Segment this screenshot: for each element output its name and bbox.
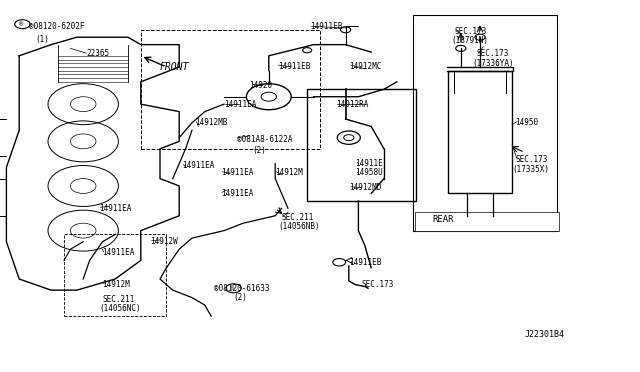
Bar xyxy=(415,212,559,231)
Text: ®081A8-6122A: ®081A8-6122A xyxy=(237,135,292,144)
Text: (18791N): (18791N) xyxy=(451,36,488,45)
Text: 14912M: 14912M xyxy=(102,280,130,289)
Text: 14950: 14950 xyxy=(515,118,538,127)
Text: 14912RA: 14912RA xyxy=(336,100,369,109)
Text: SEC.173: SEC.173 xyxy=(477,49,509,58)
Text: (14056NC): (14056NC) xyxy=(99,304,141,313)
Text: (2): (2) xyxy=(253,146,267,155)
Text: SEC.173: SEC.173 xyxy=(515,155,548,164)
Text: 14911EA: 14911EA xyxy=(99,204,132,213)
Text: (17335X): (17335X) xyxy=(512,165,549,174)
Bar xyxy=(448,71,512,193)
Text: (1): (1) xyxy=(35,35,49,44)
Text: 14958U: 14958U xyxy=(355,169,383,177)
Text: 14911EA: 14911EA xyxy=(102,248,135,257)
Text: 14911E: 14911E xyxy=(355,159,383,168)
Text: 14911EA: 14911EA xyxy=(182,161,215,170)
Text: ®: ® xyxy=(19,21,23,27)
Text: (14056NB): (14056NB) xyxy=(278,222,320,231)
Text: 14911EB: 14911EB xyxy=(310,22,343,31)
Text: ®08120-61633: ®08120-61633 xyxy=(214,284,270,293)
Bar xyxy=(64,234,166,316)
Text: REAR: REAR xyxy=(432,215,454,224)
Text: ®: ® xyxy=(230,285,234,291)
Text: 14920: 14920 xyxy=(250,81,273,90)
Text: 22365: 22365 xyxy=(86,49,109,58)
Text: SEC.211: SEC.211 xyxy=(102,295,135,304)
Text: (2): (2) xyxy=(234,293,248,302)
Text: 14911EB: 14911EB xyxy=(278,62,311,71)
Text: FRONT: FRONT xyxy=(160,62,189,72)
Text: 14912MD: 14912MD xyxy=(349,183,381,192)
Text: ®08120-6202F: ®08120-6202F xyxy=(29,22,84,31)
Bar xyxy=(141,30,320,149)
Text: (17336YA): (17336YA) xyxy=(472,59,514,68)
Bar xyxy=(307,89,416,201)
Text: SEC.173: SEC.173 xyxy=(454,27,487,36)
Text: 14911EA: 14911EA xyxy=(221,189,253,198)
Text: 14911EA: 14911EA xyxy=(224,100,257,109)
Text: 14912W: 14912W xyxy=(150,237,178,246)
Text: 14911EA: 14911EA xyxy=(221,169,253,177)
Text: 14912M: 14912M xyxy=(275,169,303,177)
Bar xyxy=(413,15,557,231)
Text: J22301B4: J22301B4 xyxy=(525,330,564,339)
Text: 14912MC: 14912MC xyxy=(349,62,381,71)
Text: SEC.211: SEC.211 xyxy=(282,213,314,222)
Text: 14912MB: 14912MB xyxy=(195,118,228,127)
Text: SEC.173: SEC.173 xyxy=(362,280,394,289)
Text: 14911EB: 14911EB xyxy=(349,258,381,267)
